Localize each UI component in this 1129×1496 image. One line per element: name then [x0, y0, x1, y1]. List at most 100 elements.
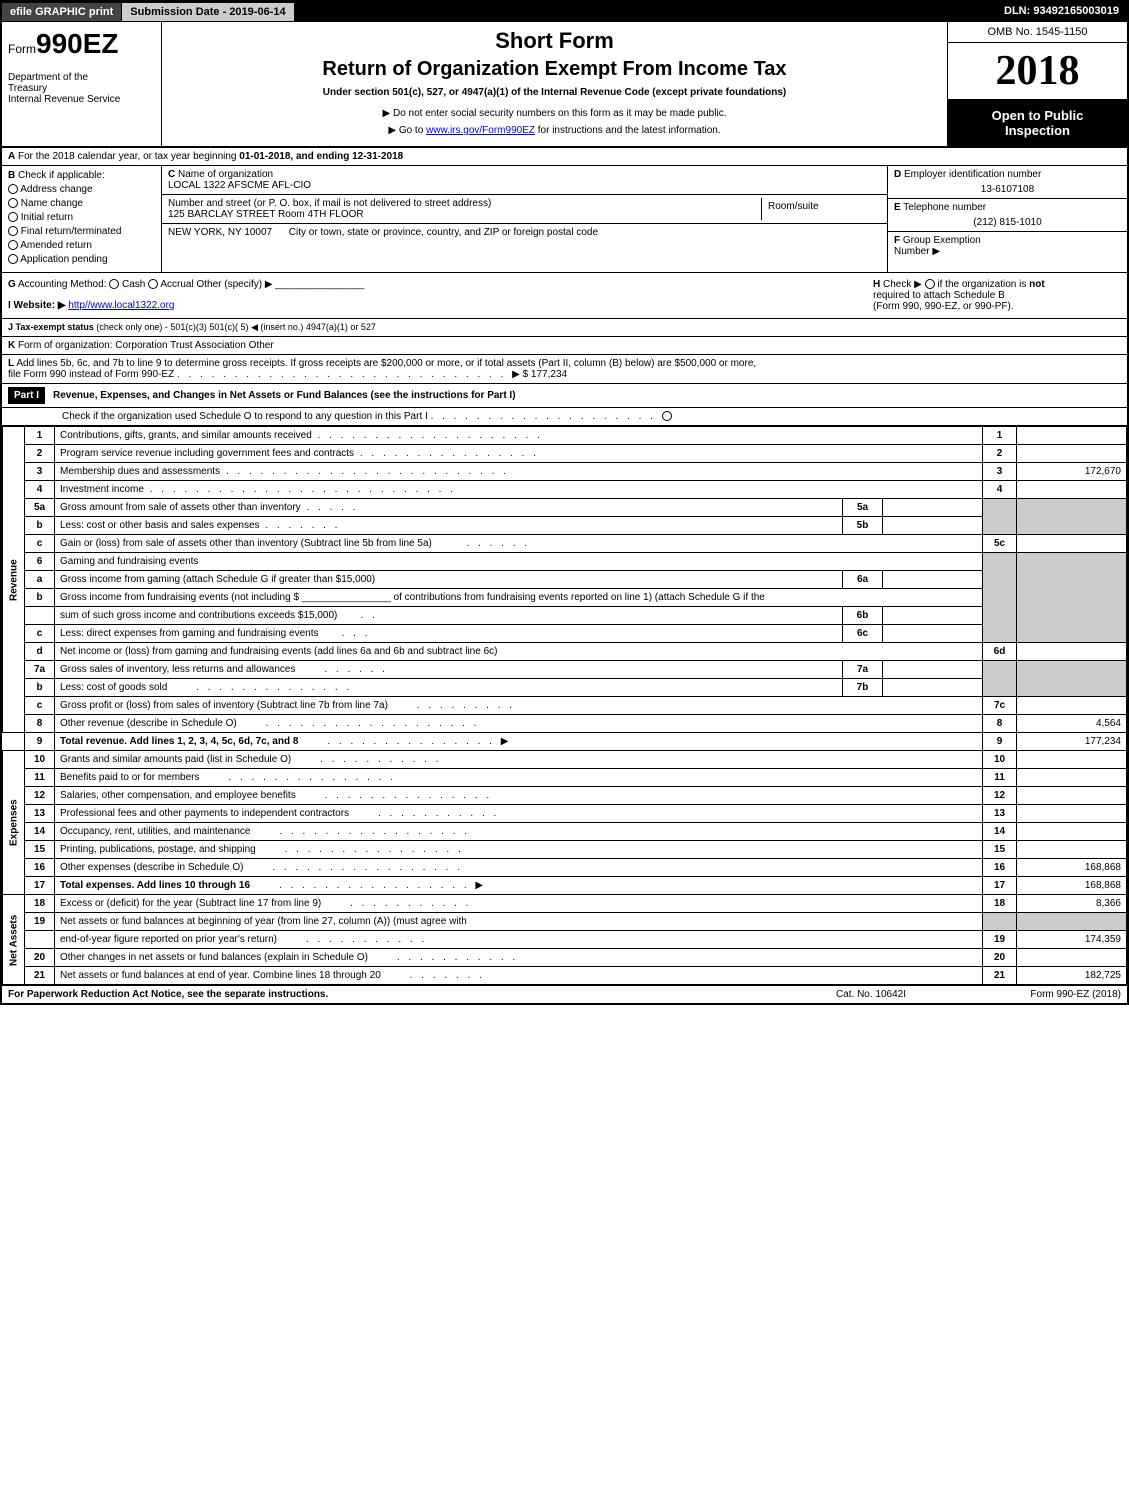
sub-num: 6a	[843, 571, 883, 589]
check-final-return[interactable]: Final return/terminated	[8, 226, 155, 237]
line-desc: Occupancy, rent, utilities, and maintena…	[55, 823, 983, 841]
line-desc: Net assets or fund balances at end of ye…	[55, 967, 983, 985]
top-bar-left: efile GRAPHIC print Submission Date - 20…	[2, 2, 295, 22]
line-desc: Professional fees and other payments to …	[55, 805, 983, 823]
checkbox-icon[interactable]	[925, 279, 935, 289]
check-initial-return[interactable]: Initial return	[8, 212, 155, 223]
shaded-cell	[1017, 661, 1127, 697]
line-desc: Net income or (loss) from gaming and fun…	[55, 643, 983, 661]
line-num	[25, 607, 55, 625]
right-val: 168,868	[1017, 859, 1127, 877]
footer-left: For Paperwork Reduction Act Notice, see …	[8, 989, 781, 1000]
org-name: LOCAL 1322 AFSCME AFL-CIO	[168, 180, 311, 191]
line-num: 9	[25, 733, 55, 751]
table-row: c Gross profit or (loss) from sales of i…	[3, 697, 1127, 715]
table-row: 21 Net assets or fund balances at end of…	[3, 967, 1127, 985]
line-desc: Program service revenue including govern…	[55, 445, 983, 463]
row-gh: G Accounting Method: Cash Accrual Other …	[2, 273, 1127, 319]
website-link[interactable]: http//www.local1322.org	[68, 300, 174, 311]
open-public-line1: Open to Public	[952, 108, 1123, 123]
line-num: b	[25, 679, 55, 697]
sub-num: 6b	[843, 607, 883, 625]
line-desc: Benefits paid to or for members . . . . …	[55, 769, 983, 787]
right-val: 4,564	[1017, 715, 1127, 733]
line-desc: Gross amount from sale of assets other t…	[55, 499, 843, 517]
sub-val	[883, 571, 983, 589]
table-row: Net Assets 18 Excess or (deficit) for th…	[3, 895, 1127, 913]
check-address-change[interactable]: Address change	[8, 184, 155, 195]
l-text: Add lines 5b, 6c, and 7b to line 9 to de…	[16, 358, 756, 369]
check-name-change[interactable]: Name change	[8, 198, 155, 209]
right-val	[1017, 643, 1127, 661]
amended-return-label: Amended return	[20, 240, 92, 251]
sub-val	[883, 499, 983, 517]
return-title: Return of Organization Exempt From Incom…	[168, 58, 941, 81]
i-label: I Website: ▶	[8, 300, 66, 311]
sub-val	[883, 679, 983, 697]
table-row: 14 Occupancy, rent, utilities, and maint…	[3, 823, 1127, 841]
expenses-label: Expenses	[3, 751, 25, 895]
shaded-cell	[1017, 913, 1127, 931]
right-val	[1017, 751, 1127, 769]
right-val	[1017, 535, 1127, 553]
checkbox-icon[interactable]	[662, 411, 672, 421]
line-num: 19	[25, 913, 55, 931]
right-num: 2	[983, 445, 1017, 463]
table-row: 6 Gaming and fundraising events	[3, 553, 1127, 571]
table-row: Expenses 10 Grants and similar amounts p…	[3, 751, 1127, 769]
table-row: c Less: direct expenses from gaming and …	[3, 625, 1127, 643]
c-label: C	[168, 169, 175, 180]
line-desc: Net assets or fund balances at beginning…	[55, 913, 983, 931]
right-num: 7c	[983, 697, 1017, 715]
submission-date: Submission Date - 2019-06-14	[121, 2, 294, 22]
right-val: 172,670	[1017, 463, 1127, 481]
row-a-text-mid: , and ending	[290, 151, 352, 162]
f-text2: Number	[894, 246, 930, 257]
omb-number: OMB No. 1545-1150	[948, 22, 1127, 43]
line-desc: Excess or (deficit) for the year (Subtra…	[55, 895, 983, 913]
checkbox-icon[interactable]	[148, 279, 158, 289]
header-center: Short Form Return of Organization Exempt…	[162, 22, 947, 146]
line-desc: Less: cost or other basis and sales expe…	[55, 517, 843, 535]
checkbox-icon	[8, 240, 18, 250]
short-form-title: Short Form	[168, 28, 941, 54]
street-value: 125 BARCLAY STREET Room 4TH FLOOR	[168, 209, 364, 220]
part1-subtitle-row: Check if the organization used Schedule …	[2, 408, 1127, 426]
right-num: 11	[983, 769, 1017, 787]
right-val	[1017, 481, 1127, 499]
street-inner: Number and street (or P. O. box, if mail…	[168, 198, 761, 220]
line-num: 8	[25, 715, 55, 733]
right-num: 21	[983, 967, 1017, 985]
right-num: 6d	[983, 643, 1017, 661]
line-desc: Gross income from gaming (attach Schedul…	[55, 571, 843, 589]
checkbox-icon	[8, 254, 18, 264]
right-num: 1	[983, 427, 1017, 445]
line-desc: Salaries, other compensation, and employ…	[55, 787, 983, 805]
revenue-label: Revenue	[3, 427, 25, 733]
part1-subtitle: Check if the organization used Schedule …	[62, 411, 428, 422]
checkbox-icon[interactable]	[109, 279, 119, 289]
table-row: 20 Other changes in net assets or fund b…	[3, 949, 1127, 967]
ein-box: D Employer identification number 13-6107…	[888, 166, 1127, 199]
line-num: 5a	[25, 499, 55, 517]
go-to-suffix: for instructions and the latest informat…	[535, 125, 721, 136]
table-row: c Gain or (loss) from sale of assets oth…	[3, 535, 1127, 553]
go-to-text: ▶ Go to www.irs.gov/Form990EZ for instru…	[168, 125, 941, 136]
e-label: E	[894, 202, 901, 213]
check-if-applicable: Check if applicable:	[18, 170, 105, 181]
dept-line3: Internal Revenue Service	[8, 94, 155, 105]
e-text: Telephone number	[903, 202, 986, 213]
irs-link[interactable]: www.irs.gov/Form990EZ	[426, 125, 535, 136]
phone-box: E Telephone number (212) 815-1010	[888, 199, 1127, 232]
line-desc: Other changes in net assets or fund bala…	[55, 949, 983, 967]
check-application-pending[interactable]: Application pending	[8, 254, 155, 265]
under-section-text: Under section 501(c), 527, or 4947(a)(1)…	[168, 87, 941, 98]
g-text: Accounting Method:	[18, 279, 106, 290]
l-label: L	[8, 358, 14, 369]
line-num: 3	[25, 463, 55, 481]
shaded-cell	[983, 913, 1017, 931]
check-amended-return[interactable]: Amended return	[8, 240, 155, 251]
line-num: c	[25, 697, 55, 715]
line-desc: Gain or (loss) from sale of assets other…	[55, 535, 983, 553]
ein-value: 13-6107108	[894, 184, 1121, 195]
